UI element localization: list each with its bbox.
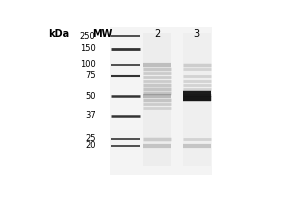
Bar — [110, 27, 212, 175]
Text: 150: 150 — [80, 44, 96, 53]
Text: 3: 3 — [194, 29, 200, 39]
Text: 100: 100 — [80, 60, 96, 69]
Bar — [143, 33, 171, 166]
Text: 2: 2 — [154, 29, 161, 39]
Text: kDa: kDa — [48, 29, 69, 39]
Bar — [183, 33, 211, 166]
Text: MW: MW — [92, 29, 113, 39]
Text: 37: 37 — [85, 111, 96, 120]
Text: 75: 75 — [85, 71, 96, 80]
Text: 50: 50 — [85, 92, 96, 101]
Text: 25: 25 — [85, 134, 96, 143]
Text: 250: 250 — [80, 32, 96, 41]
Text: 20: 20 — [85, 141, 96, 150]
